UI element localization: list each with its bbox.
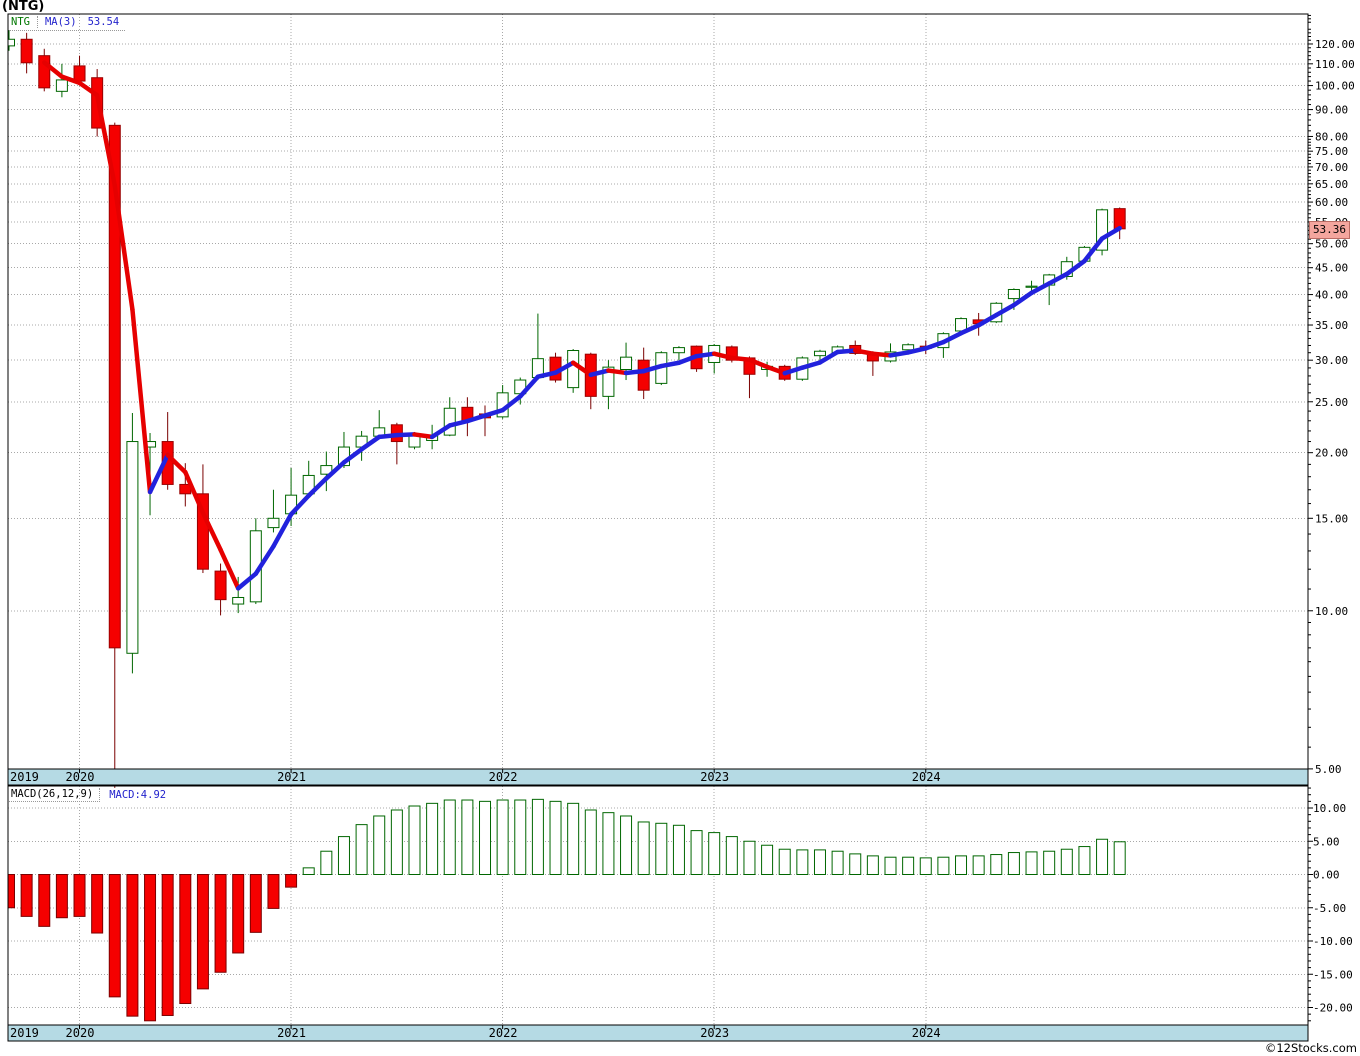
svg-text:25.00: 25.00: [1315, 396, 1348, 409]
svg-text:2023: 2023: [700, 770, 729, 784]
symbol-label: NTG: [9, 16, 38, 28]
svg-text:10.00: 10.00: [1315, 605, 1348, 618]
svg-text:2022: 2022: [489, 770, 518, 784]
svg-text:2023: 2023: [700, 1026, 729, 1040]
svg-text:2024: 2024: [912, 1026, 941, 1040]
main-chart-legend: NTG MA(3) 53.54: [9, 15, 126, 31]
macd-value: MACD:4.92: [109, 789, 167, 801]
svg-text:-5.00: -5.00: [1313, 902, 1346, 915]
svg-text:-15.00: -15.00: [1313, 968, 1353, 981]
ma-value: 53.54: [87, 16, 120, 28]
svg-text:0.00: 0.00: [1313, 869, 1340, 882]
svg-text:90.00: 90.00: [1315, 104, 1348, 117]
svg-text:100.00: 100.00: [1315, 80, 1355, 93]
svg-text:30.00: 30.00: [1315, 354, 1348, 367]
svg-text:2022: 2022: [489, 1026, 518, 1040]
page-title: (NTG): [2, 0, 45, 14]
ma-label: MA(3): [44, 16, 77, 28]
svg-text:110.00: 110.00: [1315, 58, 1355, 71]
svg-text:45.00: 45.00: [1315, 262, 1348, 275]
svg-text:5.00: 5.00: [1315, 763, 1342, 776]
svg-text:40.00: 40.00: [1315, 289, 1348, 302]
macd-legend: MACD(26,12,9) MACD:4.92: [9, 788, 166, 802]
svg-text:60.00: 60.00: [1315, 196, 1348, 209]
svg-text:2021: 2021: [277, 1026, 306, 1040]
svg-text:15.00: 15.00: [1315, 512, 1348, 525]
svg-text:50.00: 50.00: [1315, 238, 1348, 251]
svg-text:35.00: 35.00: [1315, 319, 1348, 332]
svg-text:2021: 2021: [277, 770, 306, 784]
svg-text:120.00: 120.00: [1315, 38, 1355, 51]
svg-text:2019: 2019: [10, 1026, 39, 1040]
macd-label: MACD(26,12,9): [9, 788, 101, 802]
svg-text:2020: 2020: [66, 770, 95, 784]
svg-text:80.00: 80.00: [1315, 130, 1348, 143]
svg-text:70.00: 70.00: [1315, 161, 1348, 174]
svg-text:20.00: 20.00: [1315, 447, 1348, 460]
copyright-watermark: ©12Stocks.com: [1264, 1041, 1357, 1055]
svg-text:2020: 2020: [66, 1026, 95, 1040]
last-price-tag: 53.36: [1309, 221, 1350, 239]
svg-text:10.00: 10.00: [1313, 802, 1346, 815]
svg-text:-10.00: -10.00: [1313, 935, 1353, 948]
svg-text:2019: 2019: [10, 770, 39, 784]
svg-text:75.00: 75.00: [1315, 145, 1348, 158]
svg-text:-20.00: -20.00: [1313, 1002, 1353, 1015]
svg-text:65.00: 65.00: [1315, 178, 1348, 191]
svg-text:2024: 2024: [912, 770, 941, 784]
svg-text:5.00: 5.00: [1313, 835, 1340, 848]
